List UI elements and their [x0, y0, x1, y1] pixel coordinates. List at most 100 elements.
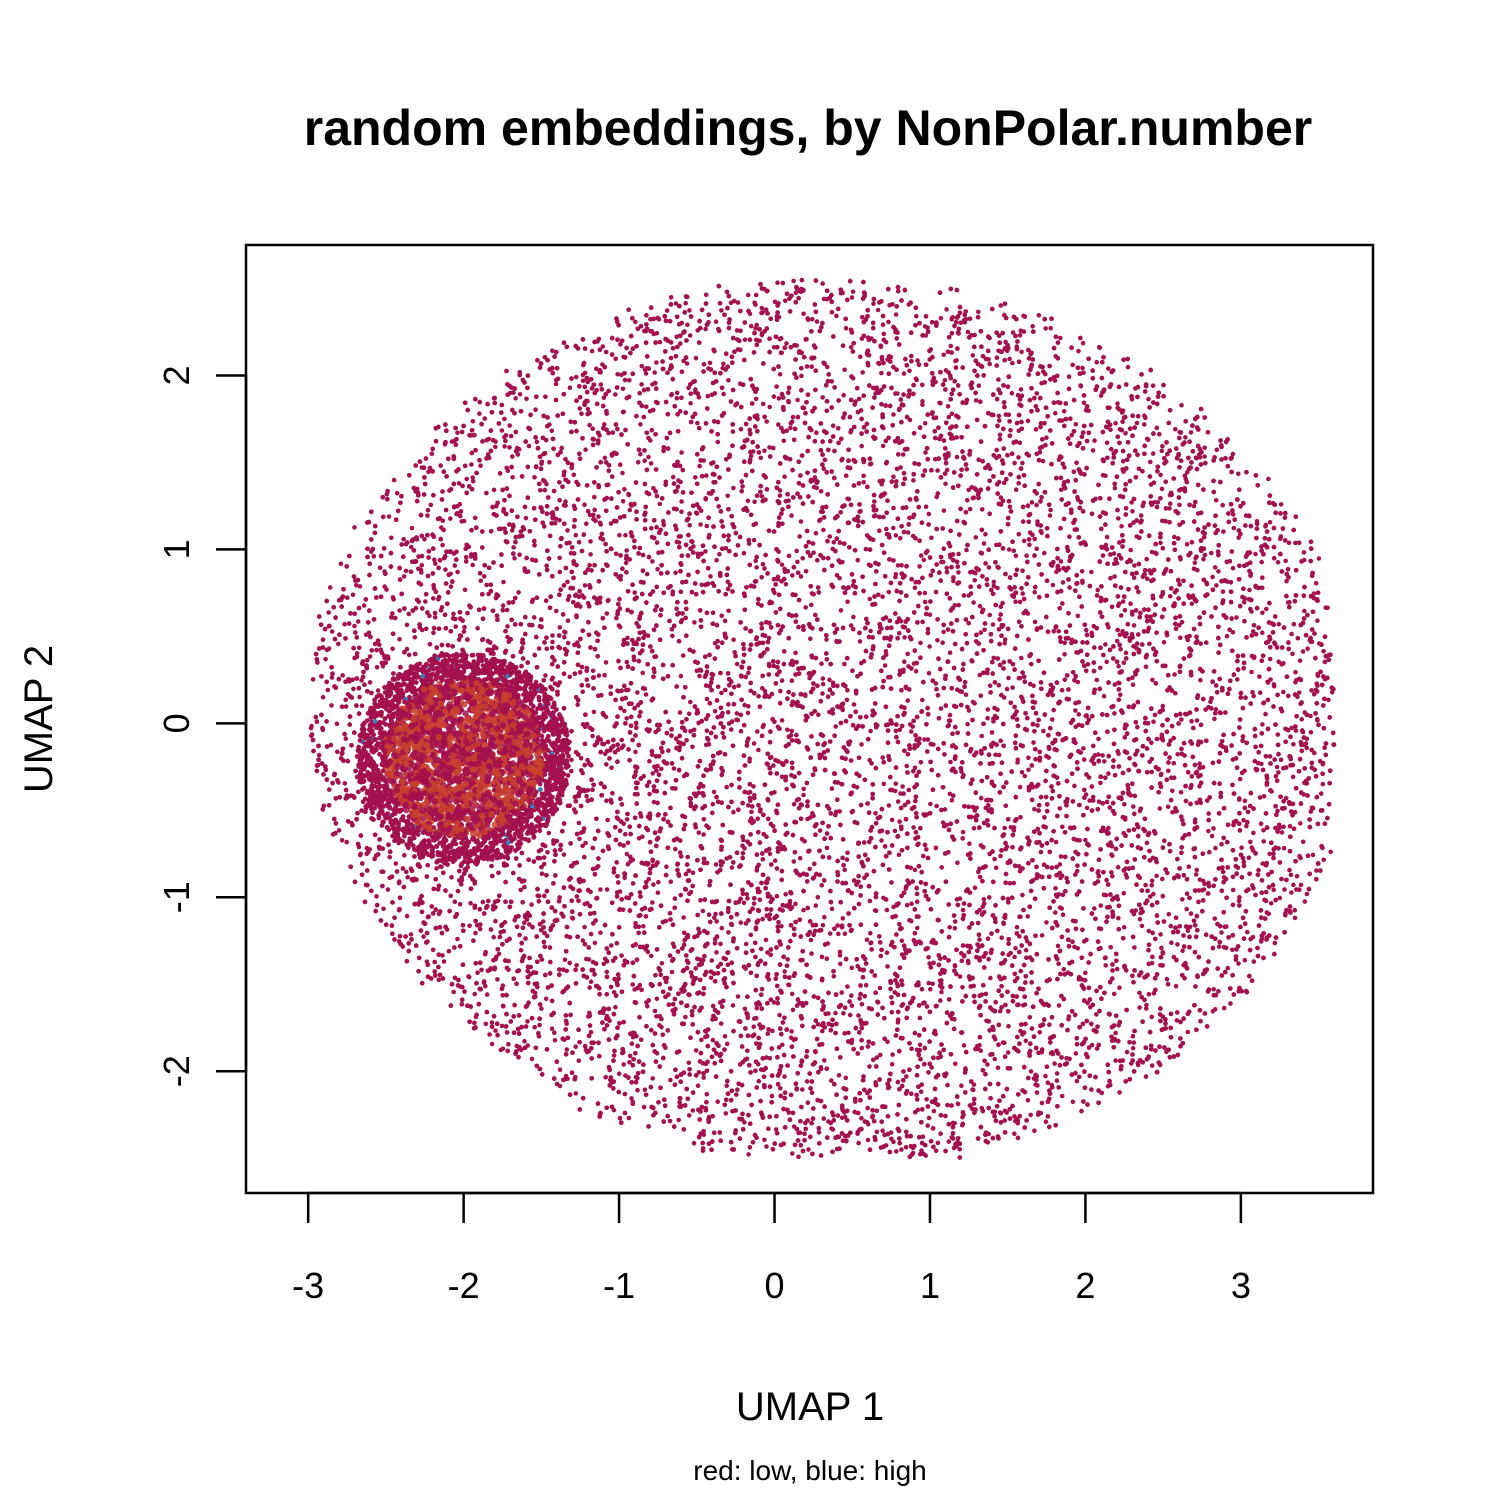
data-point	[592, 494, 597, 500]
data-point	[809, 602, 814, 608]
data-point	[1143, 664, 1149, 670]
data-point	[764, 419, 769, 424]
data-point	[957, 974, 963, 979]
data-point	[325, 687, 331, 693]
data-point	[741, 900, 747, 906]
data-point	[699, 1037, 704, 1043]
data-point	[835, 923, 840, 928]
data-point	[817, 828, 823, 833]
data-point	[1116, 663, 1121, 669]
data-point	[644, 404, 649, 410]
data-point	[780, 1042, 785, 1048]
data-point	[464, 476, 470, 482]
data-point	[800, 556, 805, 561]
data-point	[1096, 736, 1101, 742]
data-point	[1030, 324, 1035, 329]
data-point	[647, 758, 652, 764]
data-point	[633, 921, 638, 926]
data-point	[1151, 719, 1156, 724]
data-point	[701, 832, 706, 837]
data-point	[475, 970, 480, 975]
data-point	[536, 646, 542, 651]
data-point	[1025, 1098, 1031, 1103]
data-point	[582, 370, 588, 376]
data-point	[654, 1014, 659, 1019]
data-point	[867, 1064, 872, 1069]
data-point	[1110, 874, 1115, 879]
data-point	[504, 607, 510, 613]
data-point	[756, 747, 761, 753]
data-point	[1245, 929, 1250, 935]
data-point	[769, 1093, 775, 1099]
data-point	[1230, 887, 1236, 893]
data-point	[889, 995, 894, 1000]
data-point	[423, 626, 429, 632]
data-point	[965, 721, 970, 727]
data-point	[1118, 692, 1123, 698]
data-point	[608, 943, 614, 948]
data-point	[760, 916, 765, 922]
data-point	[796, 1154, 801, 1160]
data-point	[499, 428, 505, 433]
data-point	[928, 801, 933, 807]
data-point	[742, 337, 748, 343]
data-point	[1298, 882, 1304, 888]
data-point	[1170, 788, 1175, 794]
data-point	[698, 522, 703, 527]
data-point	[704, 1091, 710, 1097]
data-point	[868, 940, 873, 946]
data-point	[553, 381, 559, 387]
data-point	[641, 923, 646, 929]
data-point	[1175, 752, 1180, 757]
data-point	[953, 1061, 958, 1067]
data-point	[926, 511, 932, 517]
data-point	[1024, 553, 1029, 558]
data-point	[1036, 313, 1042, 318]
data-point	[1134, 420, 1140, 426]
data-point	[1117, 985, 1122, 990]
data-point	[820, 281, 825, 286]
data-point	[685, 322, 690, 328]
data-point	[1150, 451, 1156, 456]
data-point	[780, 507, 785, 512]
data-point	[425, 507, 431, 513]
data-point	[856, 396, 862, 402]
data-point	[837, 953, 843, 958]
data-point	[1072, 783, 1077, 789]
data-point	[874, 1129, 880, 1135]
data-point	[918, 640, 923, 646]
data-point	[998, 738, 1003, 744]
data-point	[935, 638, 940, 643]
data-point	[1116, 915, 1121, 921]
data-point	[1274, 764, 1280, 770]
data-point	[798, 519, 804, 524]
data-point	[981, 897, 987, 902]
data-point	[1083, 970, 1088, 976]
data-point	[1016, 480, 1021, 486]
data-point	[740, 484, 745, 489]
data-point	[788, 425, 793, 431]
data-point	[926, 670, 932, 676]
data-point	[675, 484, 681, 490]
data-point	[1221, 529, 1226, 534]
data-point	[627, 1060, 632, 1065]
data-point	[693, 355, 699, 361]
data-point	[1075, 613, 1081, 619]
data-point	[1216, 569, 1221, 574]
data-point	[959, 1083, 964, 1088]
data-point	[1266, 476, 1271, 482]
data-point	[620, 499, 626, 504]
data-point	[1271, 887, 1276, 893]
data-point	[752, 499, 757, 505]
data-point	[789, 1029, 794, 1034]
data-point	[1257, 795, 1263, 800]
data-point	[1150, 383, 1156, 389]
data-point	[893, 781, 899, 786]
data-point	[1193, 872, 1199, 877]
data-point	[692, 620, 697, 625]
data-point	[790, 1007, 796, 1013]
data-point	[899, 938, 905, 944]
data-point	[1210, 574, 1215, 580]
data-point	[839, 990, 844, 995]
data-point	[822, 1058, 827, 1063]
